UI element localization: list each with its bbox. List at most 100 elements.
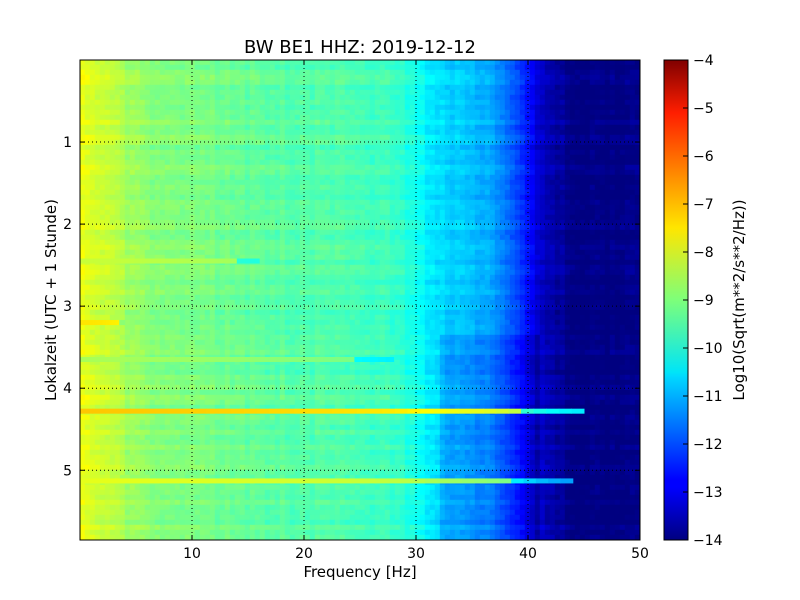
heatmap-cell xyxy=(374,149,381,156)
heatmap-cell xyxy=(474,194,481,201)
heatmap-cell xyxy=(139,174,146,181)
heatmap-cell xyxy=(429,269,436,276)
heatmap-cell xyxy=(199,279,206,286)
heatmap-cell xyxy=(449,199,456,206)
heatmap-cell xyxy=(519,114,526,121)
heatmap-cell xyxy=(629,134,636,141)
heatmap-cell xyxy=(314,84,321,91)
heatmap-cell xyxy=(459,259,466,266)
heatmap-cell xyxy=(244,154,251,161)
heatmap-cell xyxy=(164,219,171,226)
heatmap-cell xyxy=(334,104,341,111)
heatmap-cell xyxy=(154,269,161,276)
heatmap-cell xyxy=(339,239,346,246)
heatmap-cell xyxy=(369,254,376,261)
heatmap-cell xyxy=(229,224,236,231)
heatmap-cell xyxy=(184,174,191,181)
heatmap-cell xyxy=(144,234,151,241)
heatmap-cell xyxy=(499,264,506,271)
heatmap-cell xyxy=(84,99,91,106)
heatmap-cell xyxy=(374,259,381,266)
heatmap-cell xyxy=(634,124,640,131)
heatmap-cell xyxy=(629,154,636,161)
heatmap-cell xyxy=(389,99,396,106)
heatmap-cell xyxy=(329,254,336,261)
heatmap-cell xyxy=(484,184,491,191)
heatmap-cell xyxy=(184,119,191,126)
heatmap-cell xyxy=(459,109,466,116)
heatmap-cell xyxy=(589,244,596,251)
heatmap-cell xyxy=(94,129,101,136)
heatmap-cell xyxy=(104,219,111,226)
heatmap-cell xyxy=(304,60,311,66)
heatmap-cell xyxy=(459,79,466,86)
heatmap-cell xyxy=(269,134,276,141)
heatmap-cell xyxy=(569,189,576,196)
heatmap-cell xyxy=(489,269,496,276)
heatmap-cell xyxy=(94,69,101,76)
heatmap-cell xyxy=(349,104,356,111)
heatmap-cell xyxy=(99,64,106,71)
heatmap-cell xyxy=(114,274,121,281)
heatmap-cell xyxy=(529,264,536,271)
heatmap-cell xyxy=(479,259,486,266)
heatmap-cell xyxy=(434,254,441,261)
heatmap-cell xyxy=(549,129,556,136)
heatmap-cell xyxy=(374,184,381,191)
heatmap-cell xyxy=(379,94,386,101)
heatmap-cell xyxy=(504,159,511,166)
heatmap-cell xyxy=(514,64,521,71)
heatmap-cell xyxy=(309,154,316,161)
heatmap-cell xyxy=(479,134,486,141)
heatmap-cell xyxy=(354,99,361,106)
heatmap-cell xyxy=(99,69,106,76)
heatmap-cell xyxy=(549,124,556,131)
heatmap-cell xyxy=(199,99,206,106)
heatmap-cell xyxy=(304,94,311,101)
heatmap-cell xyxy=(149,124,156,131)
heatmap-cell xyxy=(429,164,436,171)
heatmap-cell xyxy=(314,219,321,226)
heatmap-cell xyxy=(454,164,461,171)
heatmap-cell xyxy=(99,154,106,161)
heatmap-cell xyxy=(279,279,286,286)
heatmap-cell xyxy=(159,139,166,146)
heatmap-cell xyxy=(94,279,101,286)
heatmap-cell xyxy=(524,184,531,191)
heatmap-cell xyxy=(454,219,461,226)
heatmap-cell xyxy=(169,269,176,276)
heatmap-cell xyxy=(584,184,591,191)
heatmap-cell xyxy=(149,234,156,241)
heatmap-cell xyxy=(314,269,321,276)
heatmap-cell xyxy=(629,234,636,241)
heatmap-cell xyxy=(214,159,221,166)
heatmap-cell xyxy=(509,254,516,261)
heatmap-cell xyxy=(399,274,406,281)
heatmap-cell xyxy=(369,274,376,281)
heatmap-cell xyxy=(359,69,366,76)
heatmap-cell xyxy=(119,99,126,106)
heatmap-cell xyxy=(394,264,401,271)
heatmap-cell xyxy=(84,109,91,116)
heatmap-cell xyxy=(504,249,511,256)
heatmap-cell xyxy=(234,199,241,206)
heatmap-cell xyxy=(554,259,561,266)
heatmap-cell xyxy=(564,74,571,81)
heatmap-cell xyxy=(239,254,246,261)
heatmap-cell xyxy=(229,119,236,126)
heatmap-cell xyxy=(574,99,581,106)
heatmap-cell xyxy=(324,69,331,76)
heatmap-cell xyxy=(584,144,591,151)
heatmap-cell xyxy=(409,84,416,91)
heatmap-cell xyxy=(504,189,511,196)
heatmap-cell xyxy=(544,229,551,236)
heatmap-cell xyxy=(279,89,286,96)
heatmap-cell xyxy=(404,234,411,241)
heatmap-cell xyxy=(374,114,381,121)
heatmap-cell xyxy=(504,164,511,171)
heatmap-cell xyxy=(329,99,336,106)
heatmap-cell xyxy=(504,89,511,96)
heatmap-cell xyxy=(84,60,91,66)
heatmap-cell xyxy=(164,159,171,166)
heatmap-cell xyxy=(519,159,526,166)
